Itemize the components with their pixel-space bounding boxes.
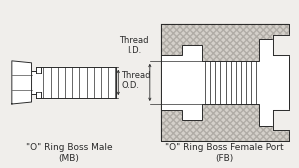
Polygon shape xyxy=(36,67,41,98)
Polygon shape xyxy=(161,39,289,126)
Polygon shape xyxy=(12,61,31,104)
Text: Thread
O.D.: Thread O.D. xyxy=(121,71,151,90)
Polygon shape xyxy=(273,110,289,130)
Polygon shape xyxy=(41,67,116,98)
Polygon shape xyxy=(161,24,289,141)
Polygon shape xyxy=(31,71,36,94)
Polygon shape xyxy=(273,35,289,55)
Text: "O" Ring Boss Male
(MB): "O" Ring Boss Male (MB) xyxy=(26,143,112,163)
Text: Thread
I.D.: Thread I.D. xyxy=(119,36,149,55)
Text: "O" Ring Boss Female Port
(FB): "O" Ring Boss Female Port (FB) xyxy=(165,143,284,163)
